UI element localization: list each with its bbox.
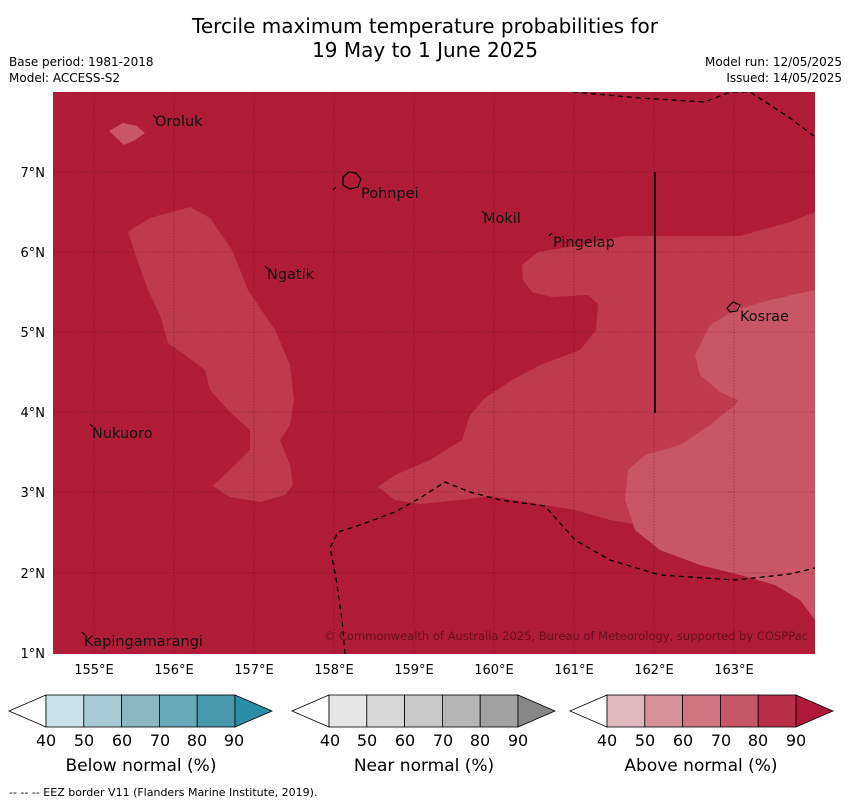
colorbar-near-bin-5 [479,694,519,728]
nukuoro-atoll [89,423,94,428]
lon-tick-156e: 156°E [154,663,194,678]
cb-above-tick-80: 80 [747,731,769,750]
lat-tick-3n: 3°N [21,486,46,501]
colorbar-below-bin-5 [196,694,236,728]
pingelap-atoll [548,232,553,237]
cb-near-tick-50: 50 [356,731,378,750]
label-kapingamarangi: Kapingamarangi [84,634,203,650]
cb-below-tick-90: 90 [223,731,245,750]
base-period: Base period: 1981-2018 [9,55,154,69]
label-oroluk: Oroluk [155,114,203,130]
label-mokil: Mokil [483,211,521,227]
eez-border [329,92,815,654]
lon-tick-161e: 161°E [554,663,594,678]
label-pingelap: Pingelap [553,235,615,251]
cb-near-tick-60: 60 [394,731,416,750]
colorbar-above-label: Above normal (%) [624,756,778,776]
label-ngatik: Ngatik [267,267,315,283]
cb-below-tick-70: 70 [149,731,171,750]
graticule [53,92,815,654]
probability-region-kosrae [625,290,815,620]
label-kosrae: Kosrae [740,309,789,325]
eez-legend-note: -- -- -- EEZ border V11 (Flanders Marine… [9,786,318,799]
lon-tick-162e: 162°E [634,663,674,678]
model-run: Model run: 12/05/2025 [704,55,842,69]
cb-above-tick-40: 40 [596,731,618,750]
kosrae-island [726,301,741,313]
cb-near-tick-90: 90 [507,731,529,750]
colorbar-strip [7,694,835,728]
pohnpei-islet [332,186,337,191]
colorbar-near-bin-1 [328,694,368,728]
cb-below-tick-80: 80 [186,731,208,750]
colorbar-below [7,694,274,728]
label-pohnpei: Pohnpei [361,186,419,202]
lon-tick-159e: 159°E [394,663,434,678]
cb-below-tick-50: 50 [73,731,95,750]
label-nukuoro: Nukuoro [92,426,153,442]
lon-tick-155e: 155°E [74,663,114,678]
lat-tick-4n: 4°N [21,406,46,421]
colorbar-above-bin-3 [682,694,721,728]
lon-tick-160e: 160°E [474,663,514,678]
colorbar-below-bin-1 [45,694,85,728]
probability-patch-small [788,347,815,362]
probability-patch-oroluk [109,123,145,145]
colorbar-below-over [234,694,274,728]
colorbar-above-bin-1 [606,694,646,728]
colorbar-below-bin-4 [158,694,198,728]
cb-near-tick-70: 70 [432,731,454,750]
lat-tick-2n: 2°N [21,567,46,582]
cb-near-tick-40: 40 [319,731,341,750]
issued-date: Issued: 14/05/2025 [726,71,842,85]
copyright-notice: © Commonwealth of Australia 2025, Bureau… [324,629,808,643]
colorbar-above-bin-2 [644,694,683,728]
kapingamarangi-atoll [81,631,86,636]
colorbar-below-label: Below normal (%) [65,756,217,776]
lon-tick-158e: 158°E [314,663,354,678]
colorbar-above-over [795,694,835,728]
colorbar-above-under [568,694,608,728]
colorbar-below-under [7,694,47,728]
map-title-line-1: Tercile maximum temperature probabilitie… [192,14,658,38]
colorbar-near-bin-2 [366,694,405,728]
cb-above-tick-60: 60 [672,731,694,750]
oroluk-atoll [152,114,157,119]
cb-near-tick-80: 80 [469,731,491,750]
lat-tick-1n: 1°N [21,647,46,662]
mokil-atoll [481,210,486,215]
colorbar-above-bin-5 [757,694,797,728]
lon-tick-163e: 163°E [714,663,754,678]
cb-below-tick-40: 40 [35,731,57,750]
colorbar-below-bin-3 [121,694,160,728]
colorbar-near-bin-4 [441,694,481,728]
cb-above-tick-70: 70 [710,731,732,750]
colorbar-near-under [290,694,330,728]
probability-map: Oroluk Pohnpei Mokil Pingelap Ngatik Kos… [21,92,815,678]
cb-above-tick-50: 50 [634,731,656,750]
cb-below-tick-60: 60 [111,731,133,750]
colorbar-near-bin-3 [404,694,443,728]
colorbar-near-label: Near normal (%) [353,756,495,776]
colorbar-above [568,694,835,728]
lat-tick-5n: 5°N [21,326,46,341]
probability-region-west [128,207,294,502]
lat-tick-6n: 6°N [21,246,46,261]
lon-tick-157e: 157°E [234,663,274,678]
model-name: Model: ACCESS-S2 [9,71,121,85]
colorbar-near [290,694,557,728]
cb-above-tick-90: 90 [785,731,807,750]
lat-tick-7n: 7°N [21,166,46,181]
pohnpei-island [342,171,362,190]
colorbar-above-bin-4 [720,694,759,728]
colorbar-near-over [517,694,557,728]
colorbar-below-bin-2 [83,694,123,728]
map-title-line-2: 19 May to 1 June 2025 [312,38,538,62]
ngatik-atoll [264,265,269,270]
